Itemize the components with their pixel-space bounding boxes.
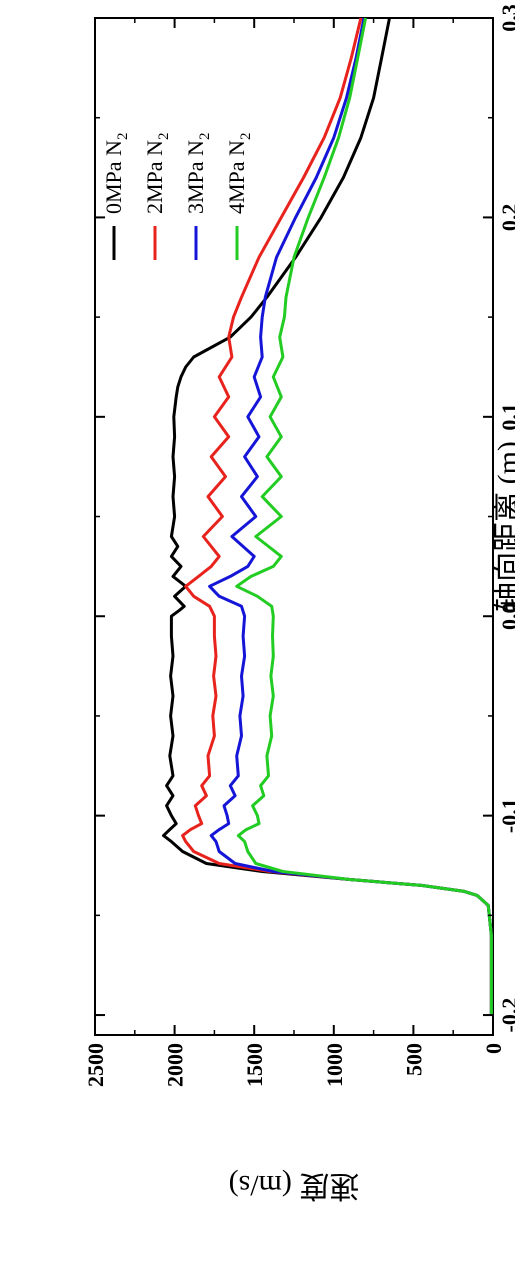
series-line-0: [162, 17, 493, 1016]
y-tick-label: 500: [401, 1043, 426, 1076]
x-tick-label: 0.2: [497, 204, 515, 232]
legend-label-subscript: 2: [238, 133, 254, 141]
y-axis-label: 速度 (m/s): [229, 1169, 360, 1202]
x-axis: -0.2 -0.1 0.0 0.1 0.2 0.3: [95, 4, 515, 1032]
series-line-2: [208, 17, 493, 1016]
y-tick-label: 2500: [83, 1043, 108, 1087]
y-tick-label: 1000: [322, 1043, 347, 1087]
x-axis-label: 轴向距离 (m): [492, 441, 515, 612]
x-tick-label: 0.3: [497, 4, 515, 32]
legend-label-3: 4MPa N2: [224, 133, 254, 214]
series-layer: [162, 17, 493, 1016]
y-tick-label: 1500: [242, 1043, 267, 1087]
x-tick-label: 0.1: [497, 403, 515, 431]
legend-label-subscript: 2: [156, 133, 172, 141]
legend-label-subscript: 2: [115, 133, 131, 141]
legend-label-text: 2MPa N: [142, 140, 167, 214]
legend-label-subscript: 2: [197, 133, 213, 141]
legend-label-text: 0MPa N: [101, 140, 126, 214]
plot-area: -0.2 -0.1 0.0 0.1 0.2 0.3 0 500 1000 1500 2000 250…: [83, 4, 515, 1202]
legend-label-text: 4MPa N: [224, 140, 249, 214]
legend-label-0: 0MPa N2: [101, 133, 131, 214]
x-tick-label: -0.2: [497, 998, 515, 1033]
legend-label-2: 3MPa N2: [183, 133, 213, 214]
x-tick-label: 0.0: [497, 602, 515, 630]
y-tick-label: 0: [481, 1043, 506, 1054]
series-line-1: [181, 17, 493, 1016]
y-axis: 0 500 1000 1500 2000 2500: [83, 18, 506, 1087]
legend-label-text: 3MPa N: [183, 140, 208, 214]
legend-label-1: 2MPa N2: [142, 133, 172, 214]
series-line-3: [235, 17, 493, 1016]
y-tick-label: 2000: [163, 1043, 188, 1087]
x-tick-label: -0.1: [497, 798, 515, 833]
